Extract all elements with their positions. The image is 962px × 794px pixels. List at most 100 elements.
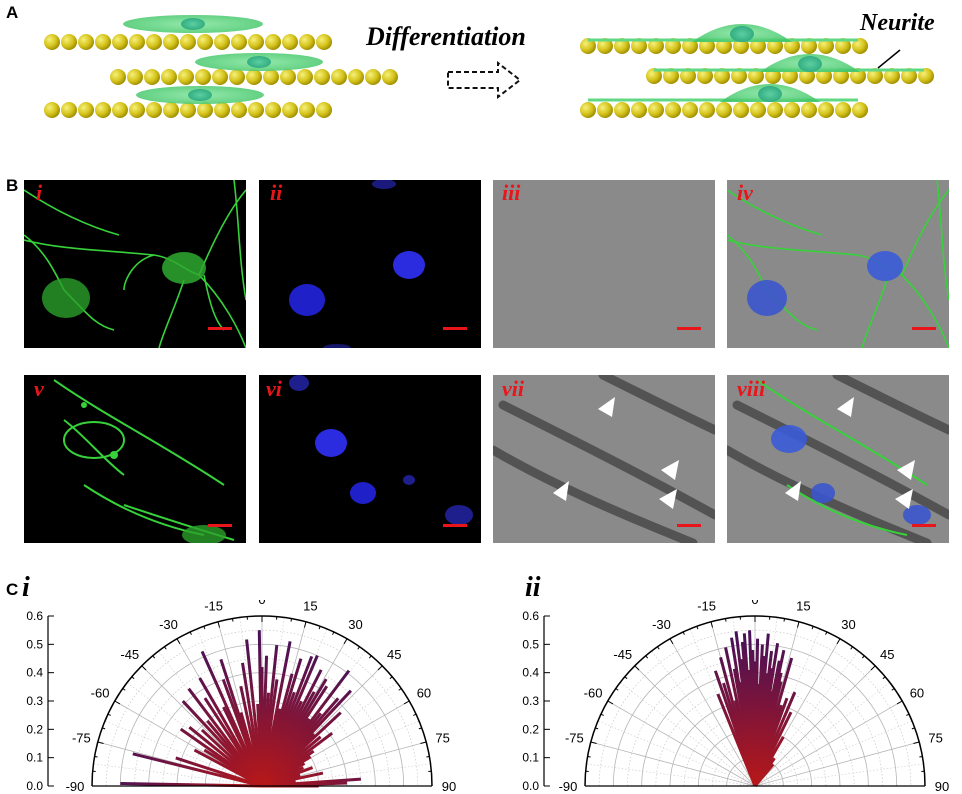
angle-tick-label: -90 (66, 779, 85, 794)
radius-tick-label: 0.5 (26, 637, 43, 651)
undifferentiated-fibers (44, 15, 398, 118)
angle-tick-mark (590, 741, 597, 745)
angle-tick-label: 75 (435, 731, 449, 746)
angle-tick-mark (896, 700, 903, 705)
fiber-bead (110, 69, 126, 85)
angle-tick-label: 90 (935, 779, 949, 794)
cell-nucleus (730, 26, 754, 42)
fiber-bead (382, 69, 398, 85)
angle-tick-label: 60 (417, 686, 431, 701)
angle-tick-label: 15 (303, 600, 317, 613)
scale-bar (677, 327, 701, 330)
angle-tick-mark (796, 621, 800, 628)
fiber-bead (112, 34, 128, 50)
radius-tick-label: 0.1 (26, 751, 43, 765)
fiber-bead (231, 102, 247, 118)
grid-spoke (607, 700, 756, 787)
angle-tick-mark (290, 618, 293, 622)
minor-grid-spoke (754, 763, 924, 787)
panel-c-label: C (6, 580, 19, 599)
fiber-bead (299, 34, 315, 50)
angle-tick-mark (426, 755, 430, 758)
fiber-bead (178, 69, 194, 85)
angle-tick-mark (332, 631, 335, 635)
angle-tick-mark (919, 755, 923, 758)
image-label-iv: iv (737, 180, 753, 205)
scale-bar (208, 327, 232, 330)
fiber-bead (663, 68, 679, 84)
angle-tick-mark (870, 665, 876, 671)
angle-tick-mark (377, 665, 383, 671)
angle-tick-mark (615, 688, 619, 691)
fiber-bead (680, 68, 696, 84)
fiber-bead (331, 69, 347, 85)
fiber-bead (214, 102, 230, 118)
fiber-bead (699, 102, 715, 118)
angle-tick-mark (231, 618, 234, 622)
cell-nucleus (798, 56, 822, 72)
angle-tick-mark (94, 755, 98, 758)
angle-tick-mark (595, 727, 599, 730)
fiber-bead (631, 38, 647, 54)
minor-grid-spoke (619, 682, 756, 787)
fiber-bead (163, 102, 179, 118)
angle-tick-mark (141, 665, 147, 671)
fiber-bead (731, 68, 747, 84)
fiber-bead (852, 38, 868, 54)
fiber-bead (648, 38, 664, 54)
fiber-bead (316, 34, 332, 50)
fiber-bead (197, 102, 213, 118)
fiber-bead (127, 69, 143, 85)
angle-tick-label: 30 (348, 617, 362, 632)
polar-bar (132, 752, 263, 788)
fiber-bead (229, 69, 245, 85)
cell-nucleus (758, 86, 782, 102)
grid-spoke (754, 665, 876, 787)
polar-bar (200, 650, 264, 787)
angle-tick-label: -75 (72, 731, 91, 746)
angle-tick-mark (624, 676, 628, 680)
micrograph-vii (493, 375, 715, 543)
cell-nucleus (188, 89, 212, 101)
minor-grid-spoke (586, 763, 756, 787)
fiber-bead (265, 102, 281, 118)
fiber-bead (231, 34, 247, 50)
fiber-bead (246, 69, 262, 85)
angle-tick-mark (669, 638, 674, 645)
fiber-bead (180, 102, 196, 118)
angle-tick-mark (97, 741, 104, 745)
fiber-bead (884, 68, 900, 84)
fiber-bead (867, 68, 883, 84)
angle-tick-mark (107, 713, 111, 716)
angle-tick-mark (176, 638, 181, 645)
scale-bar (443, 327, 467, 330)
fiber-bead (682, 102, 698, 118)
polar-bar (175, 756, 263, 788)
fiber-bead (901, 68, 917, 84)
angle-tick-mark (891, 688, 895, 691)
angle-tick-mark (122, 688, 126, 691)
angle-tick-label: -60 (584, 686, 603, 701)
fiber-bead (665, 38, 681, 54)
fiber-bead (716, 102, 732, 118)
fiber-bead (195, 69, 211, 85)
fiber-bead (248, 102, 264, 118)
angle-tick-label: 30 (841, 617, 855, 632)
fiber-bead (365, 69, 381, 85)
angle-tick-mark (152, 655, 156, 659)
fiber-bead (44, 34, 60, 50)
fiber-bead (61, 102, 77, 118)
grid-spoke (590, 741, 756, 787)
radius-tick-label: 0.4 (26, 666, 43, 680)
angle-tick-label: -45 (613, 647, 632, 662)
fiber-bead (197, 34, 213, 50)
angle-tick-mark (189, 631, 192, 635)
image-label-vi: vi (266, 376, 282, 401)
angle-tick-label: 60 (910, 686, 924, 701)
fiber-bead (297, 69, 313, 85)
fiber-bead (767, 102, 783, 118)
minor-grid-spoke (754, 720, 913, 787)
angle-tick-mark (850, 646, 853, 650)
minor-grid-ring (190, 715, 334, 787)
angle-tick-mark (783, 618, 786, 622)
